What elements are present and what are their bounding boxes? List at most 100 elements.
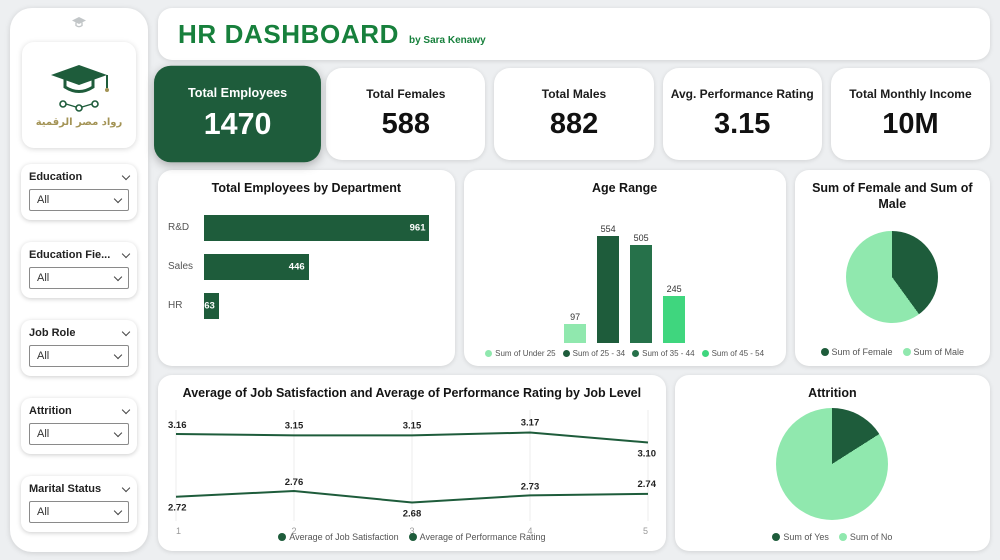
legend-item-sum-of-yes[interactable]: Sum of Yes [772, 532, 829, 542]
filter-label: Job Role [29, 327, 76, 339]
column-sum-of-35-44: 505 [629, 233, 653, 343]
data-label: 3.15 [403, 420, 422, 431]
attrition-pie[interactable] [776, 408, 889, 521]
legend-item-sum-of-female[interactable]: Sum of Female [820, 347, 893, 357]
department-chart-card: Total Employees by Department R&D 961 Sale… [158, 170, 455, 366]
legend-label: Sum of 45 - 54 [711, 349, 765, 358]
chart-title: Age Range [591, 181, 658, 195]
kpi-total-males[interactable]: Total Males 882 [494, 68, 654, 160]
chevron-down-icon [121, 405, 131, 414]
legend-item-sum-of-male[interactable]: Sum of Male [902, 347, 964, 357]
filter-value: All [37, 428, 50, 440]
kpi-total-females[interactable]: Total Females 588 [326, 68, 486, 160]
data-label: 2.76 [285, 477, 304, 488]
legend-dot [632, 350, 640, 357]
chart-title: Attrition [808, 386, 857, 400]
kpi-avg-performance-rating[interactable]: Avg. Performance Rating 3.15 [662, 68, 822, 160]
filter-marital-status-header[interactable]: Marital Status [29, 483, 131, 495]
line-average-of-performance-rating[interactable] [175, 431, 649, 444]
filter-education-fie-header[interactable]: Education Fie... [29, 249, 131, 261]
filter-attrition-select[interactable]: All [29, 423, 129, 445]
kpi-label: Total Males [541, 87, 607, 101]
chart-title: Total Employees by Department [211, 181, 402, 195]
kpi-label: Total Employees [187, 85, 288, 101]
filter-value: All [37, 506, 50, 518]
filter-value: All [37, 194, 50, 206]
value-label: 554 [600, 224, 616, 234]
header: HR DASHBOARD by Sara Kenawy [158, 8, 990, 60]
bar-track: 63 [204, 292, 439, 319]
bar-row-r-d: R&D 961 [168, 214, 439, 241]
filter-education-select[interactable]: All [29, 189, 129, 211]
charts-row-2: Average of Job Satisfaction and Average … [158, 375, 990, 551]
charts-row-1: Total Employees by Department R&D 961 Sale… [158, 170, 990, 366]
kpi-label: Avg. Performance Rating [670, 87, 814, 101]
age-range-legend: Sum of Under 25 Sum of 25 - 34 Sum of 35 -… [464, 345, 786, 366]
legend-label: Sum of Female [831, 347, 893, 357]
chart-title: Sum of Female and Sum of Male [812, 181, 973, 211]
filter-job-role-select[interactable]: All [29, 345, 129, 367]
bar[interactable] [564, 324, 587, 343]
legend-dot [820, 348, 829, 356]
filter-attrition-header[interactable]: Attrition [29, 405, 131, 417]
data-label: 2.72 [168, 502, 187, 513]
bar[interactable] [597, 236, 620, 343]
filter-education-header[interactable]: Education [29, 171, 131, 183]
main-content: HR DASHBOARD by Sara Kenawy Total Employ… [154, 8, 991, 551]
legend-item-average-of-job-satisfaction[interactable]: Average of Job Satisfaction [278, 532, 399, 542]
legend-label: Sum of 35 - 44 [642, 349, 695, 358]
legend-dot [701, 350, 709, 357]
filter-education-fie-select[interactable]: All [29, 267, 129, 289]
kpi-total-monthly-income[interactable]: Total Monthly Income 10M [830, 68, 991, 160]
bar-row-hr: HR 63 [168, 292, 439, 319]
filter-marital-status-select[interactable]: All [29, 501, 129, 523]
bar[interactable]: 446 [204, 253, 309, 280]
legend-dot [485, 350, 493, 357]
age-range-column-chart: 97 554 505 245 [464, 197, 786, 345]
legend-item-sum-of-35-44[interactable]: Sum of 35 - 44 [632, 349, 695, 358]
legend-label: Sum of Under 25 [495, 349, 556, 358]
data-label: 3.10 [638, 448, 657, 459]
filter-label: Education Fie... [29, 249, 111, 261]
line-average-of-job-satisfaction[interactable] [175, 489, 649, 504]
bar[interactable] [630, 245, 653, 343]
filter-education: Education All [21, 164, 137, 220]
bar-track: 446 [204, 253, 439, 280]
filter-label: Marital Status [29, 483, 102, 495]
chevron-down-icon [113, 272, 123, 281]
legend-item-average-of-performance-rating[interactable]: Average of Performance Rating [408, 532, 546, 542]
bar[interactable]: 63 [204, 292, 219, 319]
attrition-pie-card: Attrition Sum of Yes Sum of No [674, 375, 990, 551]
line-chart-svg: 2.72 2.76 2.68 2.73 2.74 3.16 3.15 3.15 3.17 3.10… [168, 409, 657, 536]
byline: by Sara Kenawy [408, 34, 486, 46]
chevron-down-icon [121, 249, 131, 258]
legend-item-sum-of-45-54[interactable]: Sum of 45 - 54 [701, 349, 765, 358]
kpi-total-employees[interactable]: Total Employees 1470 [154, 65, 322, 163]
bar[interactable]: 961 [204, 214, 430, 241]
filter-job-role: Job Role All [21, 320, 137, 376]
filter-attrition: Attrition All [21, 398, 137, 454]
department-bar-chart: R&D 961 Sales 446 HR 63 [158, 197, 455, 366]
chart-title: Average of Job Satisfaction and Average … [182, 386, 642, 400]
bar-row-sales: Sales 446 [168, 253, 439, 280]
legend-item-sum-of-no[interactable]: Sum of No [838, 532, 892, 542]
column-sum-of-under-25: 97 [563, 312, 587, 343]
legend-item-sum-of-under-25[interactable]: Sum of Under 25 [485, 349, 556, 358]
axis-label: 4 [527, 526, 532, 536]
bar-track: 961 [204, 214, 439, 241]
category-label: Sales [168, 261, 194, 273]
filter-job-role-header[interactable]: Job Role [29, 327, 131, 339]
gender-pie[interactable] [846, 231, 939, 324]
legend-dot [772, 533, 781, 541]
graduation-cap-icon [51, 65, 109, 112]
gender-legend: Sum of Female Sum of Male [795, 342, 990, 366]
filter-education-fie: Education Fie... All [21, 242, 137, 298]
sidebar-top-icon [71, 14, 87, 30]
kpi-value: 10M [882, 108, 939, 140]
legend-item-sum-of-25-34[interactable]: Sum of 25 - 34 [562, 349, 625, 358]
bar[interactable] [663, 296, 686, 343]
kpi-value: 3.15 [713, 108, 771, 140]
gender-pie-area [795, 212, 990, 342]
legend-dot [278, 533, 287, 541]
legend-label: Average of Performance Rating [419, 532, 546, 542]
